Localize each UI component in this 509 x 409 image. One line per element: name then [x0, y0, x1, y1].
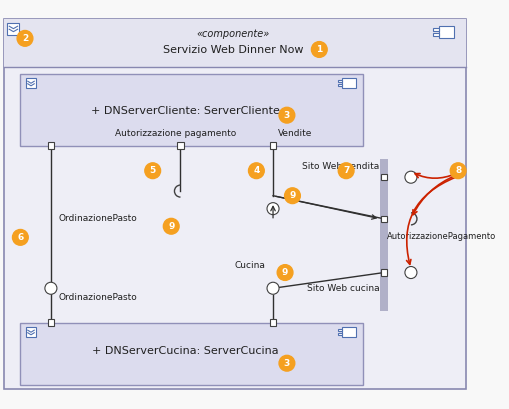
- Bar: [26, 78, 36, 88]
- FancyBboxPatch shape: [20, 74, 363, 146]
- Bar: [337, 84, 343, 86]
- Text: 6: 6: [17, 233, 23, 242]
- Bar: [4, 19, 466, 67]
- Text: Cucina: Cucina: [235, 261, 266, 270]
- Bar: [337, 80, 343, 82]
- Text: Servizio Web Dinner Now: Servizio Web Dinner Now: [163, 45, 303, 55]
- Circle shape: [267, 282, 279, 294]
- Bar: [433, 33, 439, 36]
- Bar: [177, 142, 184, 149]
- Bar: [380, 159, 388, 311]
- Text: 2: 2: [22, 34, 28, 43]
- Bar: [8, 22, 19, 35]
- FancyBboxPatch shape: [4, 19, 466, 389]
- Text: «componente»: «componente»: [196, 29, 270, 39]
- Circle shape: [13, 229, 28, 245]
- Text: + DNServerCucina: ServerCucina: + DNServerCucina: ServerCucina: [92, 346, 278, 356]
- Circle shape: [163, 218, 179, 234]
- Bar: [26, 327, 36, 337]
- Text: Autorizzazione pagamento: Autorizzazione pagamento: [115, 129, 237, 138]
- Bar: [48, 319, 54, 326]
- Circle shape: [145, 163, 160, 179]
- Bar: [48, 142, 54, 149]
- Circle shape: [279, 107, 295, 123]
- Text: 1: 1: [316, 45, 322, 54]
- Circle shape: [17, 31, 33, 46]
- Text: Sito Web cucina: Sito Web cucina: [307, 283, 380, 292]
- Text: 5: 5: [150, 166, 156, 175]
- Circle shape: [267, 202, 279, 215]
- Bar: [337, 329, 343, 331]
- Circle shape: [405, 171, 417, 183]
- Text: 7: 7: [343, 166, 349, 175]
- Bar: [270, 319, 276, 326]
- Text: 4: 4: [253, 166, 260, 175]
- Text: Vendite: Vendite: [277, 129, 312, 138]
- Text: 9: 9: [168, 222, 175, 231]
- Circle shape: [450, 163, 466, 179]
- Bar: [337, 333, 343, 335]
- Text: 3: 3: [284, 111, 290, 120]
- Circle shape: [338, 163, 354, 179]
- FancyBboxPatch shape: [20, 323, 363, 385]
- Circle shape: [248, 163, 264, 179]
- Bar: [343, 327, 356, 337]
- Text: 9: 9: [282, 268, 288, 277]
- Bar: [439, 26, 455, 38]
- Text: 3: 3: [284, 359, 290, 368]
- Bar: [343, 78, 356, 88]
- Circle shape: [405, 267, 417, 279]
- Bar: [270, 142, 276, 149]
- Circle shape: [279, 355, 295, 371]
- Circle shape: [285, 188, 300, 204]
- Text: OrdinazionePasto: OrdinazionePasto: [59, 293, 137, 302]
- Circle shape: [277, 265, 293, 281]
- Text: 9: 9: [289, 191, 296, 200]
- Circle shape: [45, 282, 57, 294]
- Text: OrdinazionePasto: OrdinazionePasto: [59, 214, 137, 223]
- Text: + DNServerCliente: ServerCliente: + DNServerCliente: ServerCliente: [91, 106, 279, 116]
- Bar: [433, 28, 439, 31]
- Bar: [381, 269, 387, 276]
- Bar: [381, 216, 387, 222]
- Bar: [381, 174, 387, 180]
- Text: Sito Web vendita: Sito Web vendita: [302, 162, 380, 171]
- Text: 8: 8: [455, 166, 461, 175]
- Text: AutorizzazionePagamento: AutorizzazionePagamento: [387, 232, 496, 241]
- Circle shape: [312, 42, 327, 57]
